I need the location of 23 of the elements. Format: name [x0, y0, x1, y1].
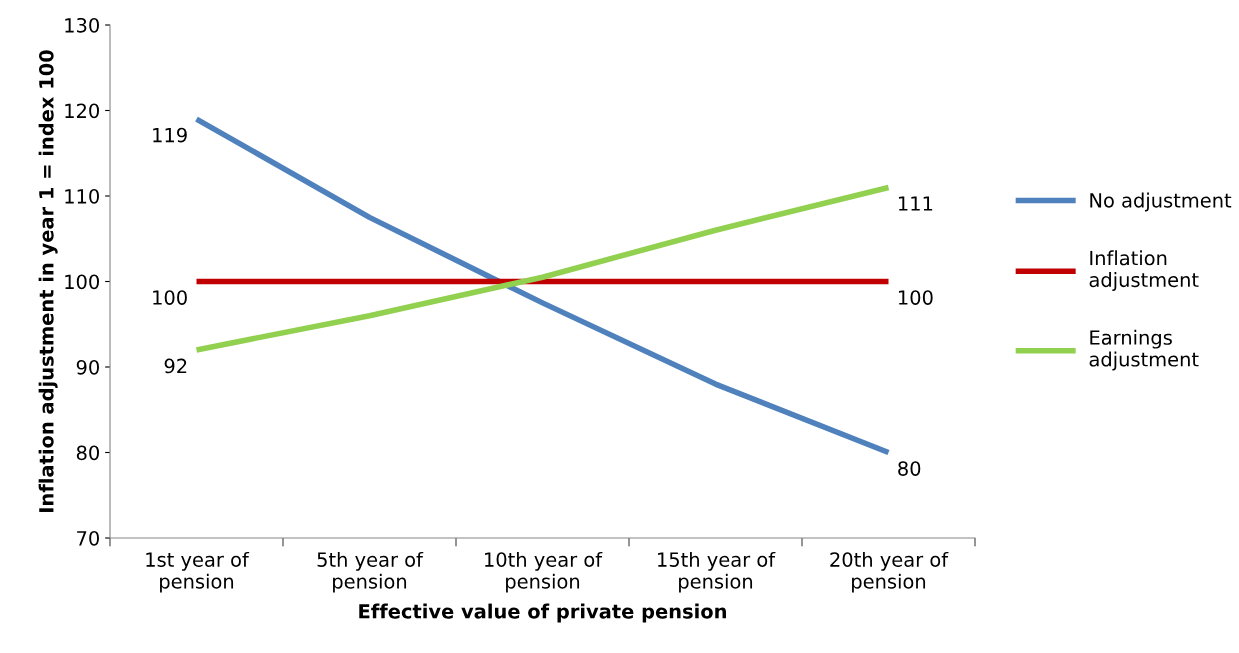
- x-tick-label: 1st year of pension: [146, 551, 250, 593]
- legend-label: Earnings adjustment: [1089, 329, 1199, 371]
- legend-label: No adjustment: [1090, 192, 1232, 212]
- x-tick-label: 5th year of pension: [317, 551, 424, 593]
- y-tick-label: 80: [76, 445, 99, 461]
- x-axis-title: Effective value of private pension: [359, 603, 726, 623]
- data-label: 100: [898, 290, 933, 305]
- x-tick-label: 10th year of pension: [485, 551, 603, 593]
- legend-label: Inflation adjustment: [1089, 250, 1199, 291]
- x-tick-label: 15th year of pension: [658, 551, 776, 593]
- data-label: 80: [898, 461, 921, 476]
- y-axis-title: Inflation adjustment in year 1 = index 100: [38, 50, 58, 512]
- y-tick-label: 120: [65, 103, 99, 119]
- data-label: 119: [153, 127, 187, 143]
- data-label: 92: [164, 358, 187, 374]
- data-label: 100: [153, 290, 187, 305]
- y-tick-label: 110: [65, 188, 99, 204]
- y-tick-label: 100: [65, 274, 99, 290]
- x-tick-label: 20th year of pension: [830, 551, 949, 593]
- data-label: 111: [898, 196, 933, 211]
- y-tick-label: 70: [77, 530, 99, 546]
- y-tick-label: 130: [65, 17, 99, 33]
- y-tick-label: 90: [76, 359, 99, 375]
